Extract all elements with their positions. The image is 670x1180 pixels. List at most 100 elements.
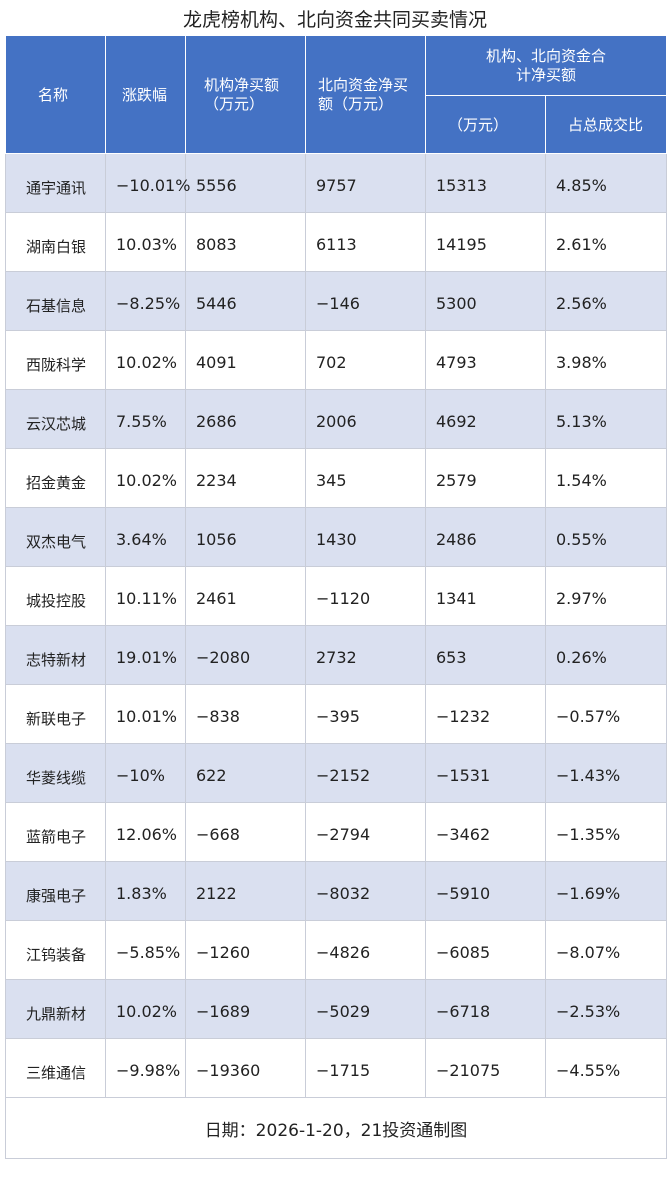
cell-inst: −838 <box>185 684 306 744</box>
cell-north: −4826 <box>305 920 426 980</box>
cell-total: 2486 <box>425 507 546 567</box>
cell-ratio: −1.35% <box>544 802 668 862</box>
table-row: 江钨装备 −5.85% −1260 −4826 −6085 −8.07% <box>5 920 668 980</box>
cell-inst: 2234 <box>185 448 306 508</box>
table-row: 云汉芯城 7.55% 2686 2006 4692 5.13% <box>5 389 668 449</box>
cell-north: 2732 <box>305 625 426 685</box>
cell-name: 招金黄金 <box>5 448 106 508</box>
cell-change: −9.98% <box>105 1038 186 1098</box>
cell-ratio: −1.43% <box>544 743 668 803</box>
cell-inst: −19360 <box>185 1038 306 1098</box>
footer-note: 日期：2026-1-20，21投资通制图 <box>4 1097 668 1159</box>
cell-total: −1531 <box>425 743 546 803</box>
cell-change: 10.02% <box>105 448 186 508</box>
cell-change: 1.83% <box>105 861 186 921</box>
cell-inst: 8083 <box>185 212 306 272</box>
cell-north: −5029 <box>305 979 426 1039</box>
table-row: 通宇通讯 −10.01% 5556 9757 15313 4.85% <box>5 153 668 213</box>
cell-name: 湖南白银 <box>5 212 106 272</box>
cell-north: 702 <box>305 330 426 390</box>
table-row: 蓝箭电子 12.06% −668 −2794 −3462 −1.35% <box>5 802 668 862</box>
cell-total: 14195 <box>425 212 546 272</box>
cell-north: −1715 <box>305 1038 426 1098</box>
cell-name: 志特新材 <box>5 625 106 685</box>
cell-total: −6718 <box>425 979 546 1039</box>
cell-change: 7.55% <box>105 389 186 449</box>
cell-ratio: −4.55% <box>544 1038 668 1098</box>
cell-total: 2579 <box>425 448 546 508</box>
cell-inst: 2686 <box>185 389 306 449</box>
table-row: 三维通信 −9.98% −19360 −1715 −21075 −4.55% <box>5 1038 668 1098</box>
cell-total: −5910 <box>425 861 546 921</box>
cell-total: −3462 <box>425 802 546 862</box>
cell-ratio: 3.98% <box>544 330 668 390</box>
cell-north: 2006 <box>305 389 426 449</box>
table-row: 招金黄金 10.02% 2234 345 2579 1.54% <box>5 448 668 508</box>
cell-ratio: 2.61% <box>544 212 668 272</box>
cell-name: 康强电子 <box>5 861 106 921</box>
table-row: 九鼎新材 10.02% −1689 −5029 −6718 −2.53% <box>5 979 668 1039</box>
cell-name: 新联电子 <box>5 684 106 744</box>
table-row: 康强电子 1.83% 2122 −8032 −5910 −1.69% <box>5 861 668 921</box>
header-north: 北向资金净买额（万元） <box>305 35 426 154</box>
header-name: 名称 <box>5 35 106 154</box>
cell-total: 653 <box>425 625 546 685</box>
cell-total: 5300 <box>425 271 546 331</box>
cell-name: 石基信息 <box>5 271 106 331</box>
cell-total: −1232 <box>425 684 546 744</box>
table-row: 城投控股 10.11% 2461 −1120 1341 2.97% <box>5 566 668 626</box>
header-combined-group: 机构、北向资金合计净买额 <box>424 35 668 96</box>
cell-name: 三维通信 <box>5 1038 106 1098</box>
cell-ratio: 2.97% <box>544 566 668 626</box>
cell-name: 华菱线缆 <box>5 743 106 803</box>
cell-change: 10.11% <box>105 566 186 626</box>
table-row: 新联电子 10.01% −838 −395 −1232 −0.57% <box>5 684 668 744</box>
cell-inst: 4091 <box>185 330 306 390</box>
cell-ratio: 1.54% <box>544 448 668 508</box>
cell-north: −146 <box>305 271 426 331</box>
cell-north: 1430 <box>305 507 426 567</box>
cell-north: −8032 <box>305 861 426 921</box>
cell-north: 6113 <box>305 212 426 272</box>
cell-ratio: 5.13% <box>544 389 668 449</box>
cell-name: 九鼎新材 <box>5 979 106 1039</box>
cell-name: 双杰电气 <box>5 507 106 567</box>
cell-change: −10% <box>105 743 186 803</box>
cell-change: 12.06% <box>105 802 186 862</box>
cell-inst: 622 <box>185 743 306 803</box>
cell-inst: 5556 <box>185 153 306 213</box>
cell-total: 1341 <box>425 566 546 626</box>
cell-inst: −1260 <box>185 920 306 980</box>
cell-ratio: −1.69% <box>544 861 668 921</box>
cell-north: −1120 <box>305 566 426 626</box>
header-combined-ratio: 占总成交比 <box>544 95 668 154</box>
table-row: 石基信息 −8.25% 5446 −146 5300 2.56% <box>5 271 668 331</box>
cell-name: 城投控股 <box>5 566 106 626</box>
cell-change: −5.85% <box>105 920 186 980</box>
cell-ratio: 0.26% <box>544 625 668 685</box>
cell-north: 345 <box>305 448 426 508</box>
cell-north: −2152 <box>305 743 426 803</box>
cell-total: 4692 <box>425 389 546 449</box>
cell-change: 10.03% <box>105 212 186 272</box>
cell-name: 云汉芯城 <box>5 389 106 449</box>
cell-ratio: 0.55% <box>544 507 668 567</box>
cell-north: 9757 <box>305 153 426 213</box>
cell-ratio: 2.56% <box>544 271 668 331</box>
table-row: 志特新材 19.01% −2080 2732 653 0.26% <box>5 625 668 685</box>
cell-change: 19.01% <box>105 625 186 685</box>
page-title: 龙虎榜机构、北向资金共同买卖情况 <box>182 9 487 31</box>
cell-total: −6085 <box>425 920 546 980</box>
cell-name: 通宇通讯 <box>5 153 106 213</box>
cell-change: −10.01% <box>105 153 190 213</box>
cell-inst: 2122 <box>185 861 306 921</box>
table-row: 华菱线缆 −10% 622 −2152 −1531 −1.43% <box>5 743 668 803</box>
cell-total: 4793 <box>425 330 546 390</box>
cell-ratio: −2.53% <box>544 979 668 1039</box>
table-row: 双杰电气 3.64% 1056 1430 2486 0.55% <box>5 507 668 567</box>
header-inst: 机构净买额（万元） <box>185 35 306 154</box>
header-combined-amount: （万元） <box>425 95 546 154</box>
cell-north: −2794 <box>305 802 426 862</box>
cell-inst: 5446 <box>185 271 306 331</box>
cell-inst: −2080 <box>185 625 306 685</box>
